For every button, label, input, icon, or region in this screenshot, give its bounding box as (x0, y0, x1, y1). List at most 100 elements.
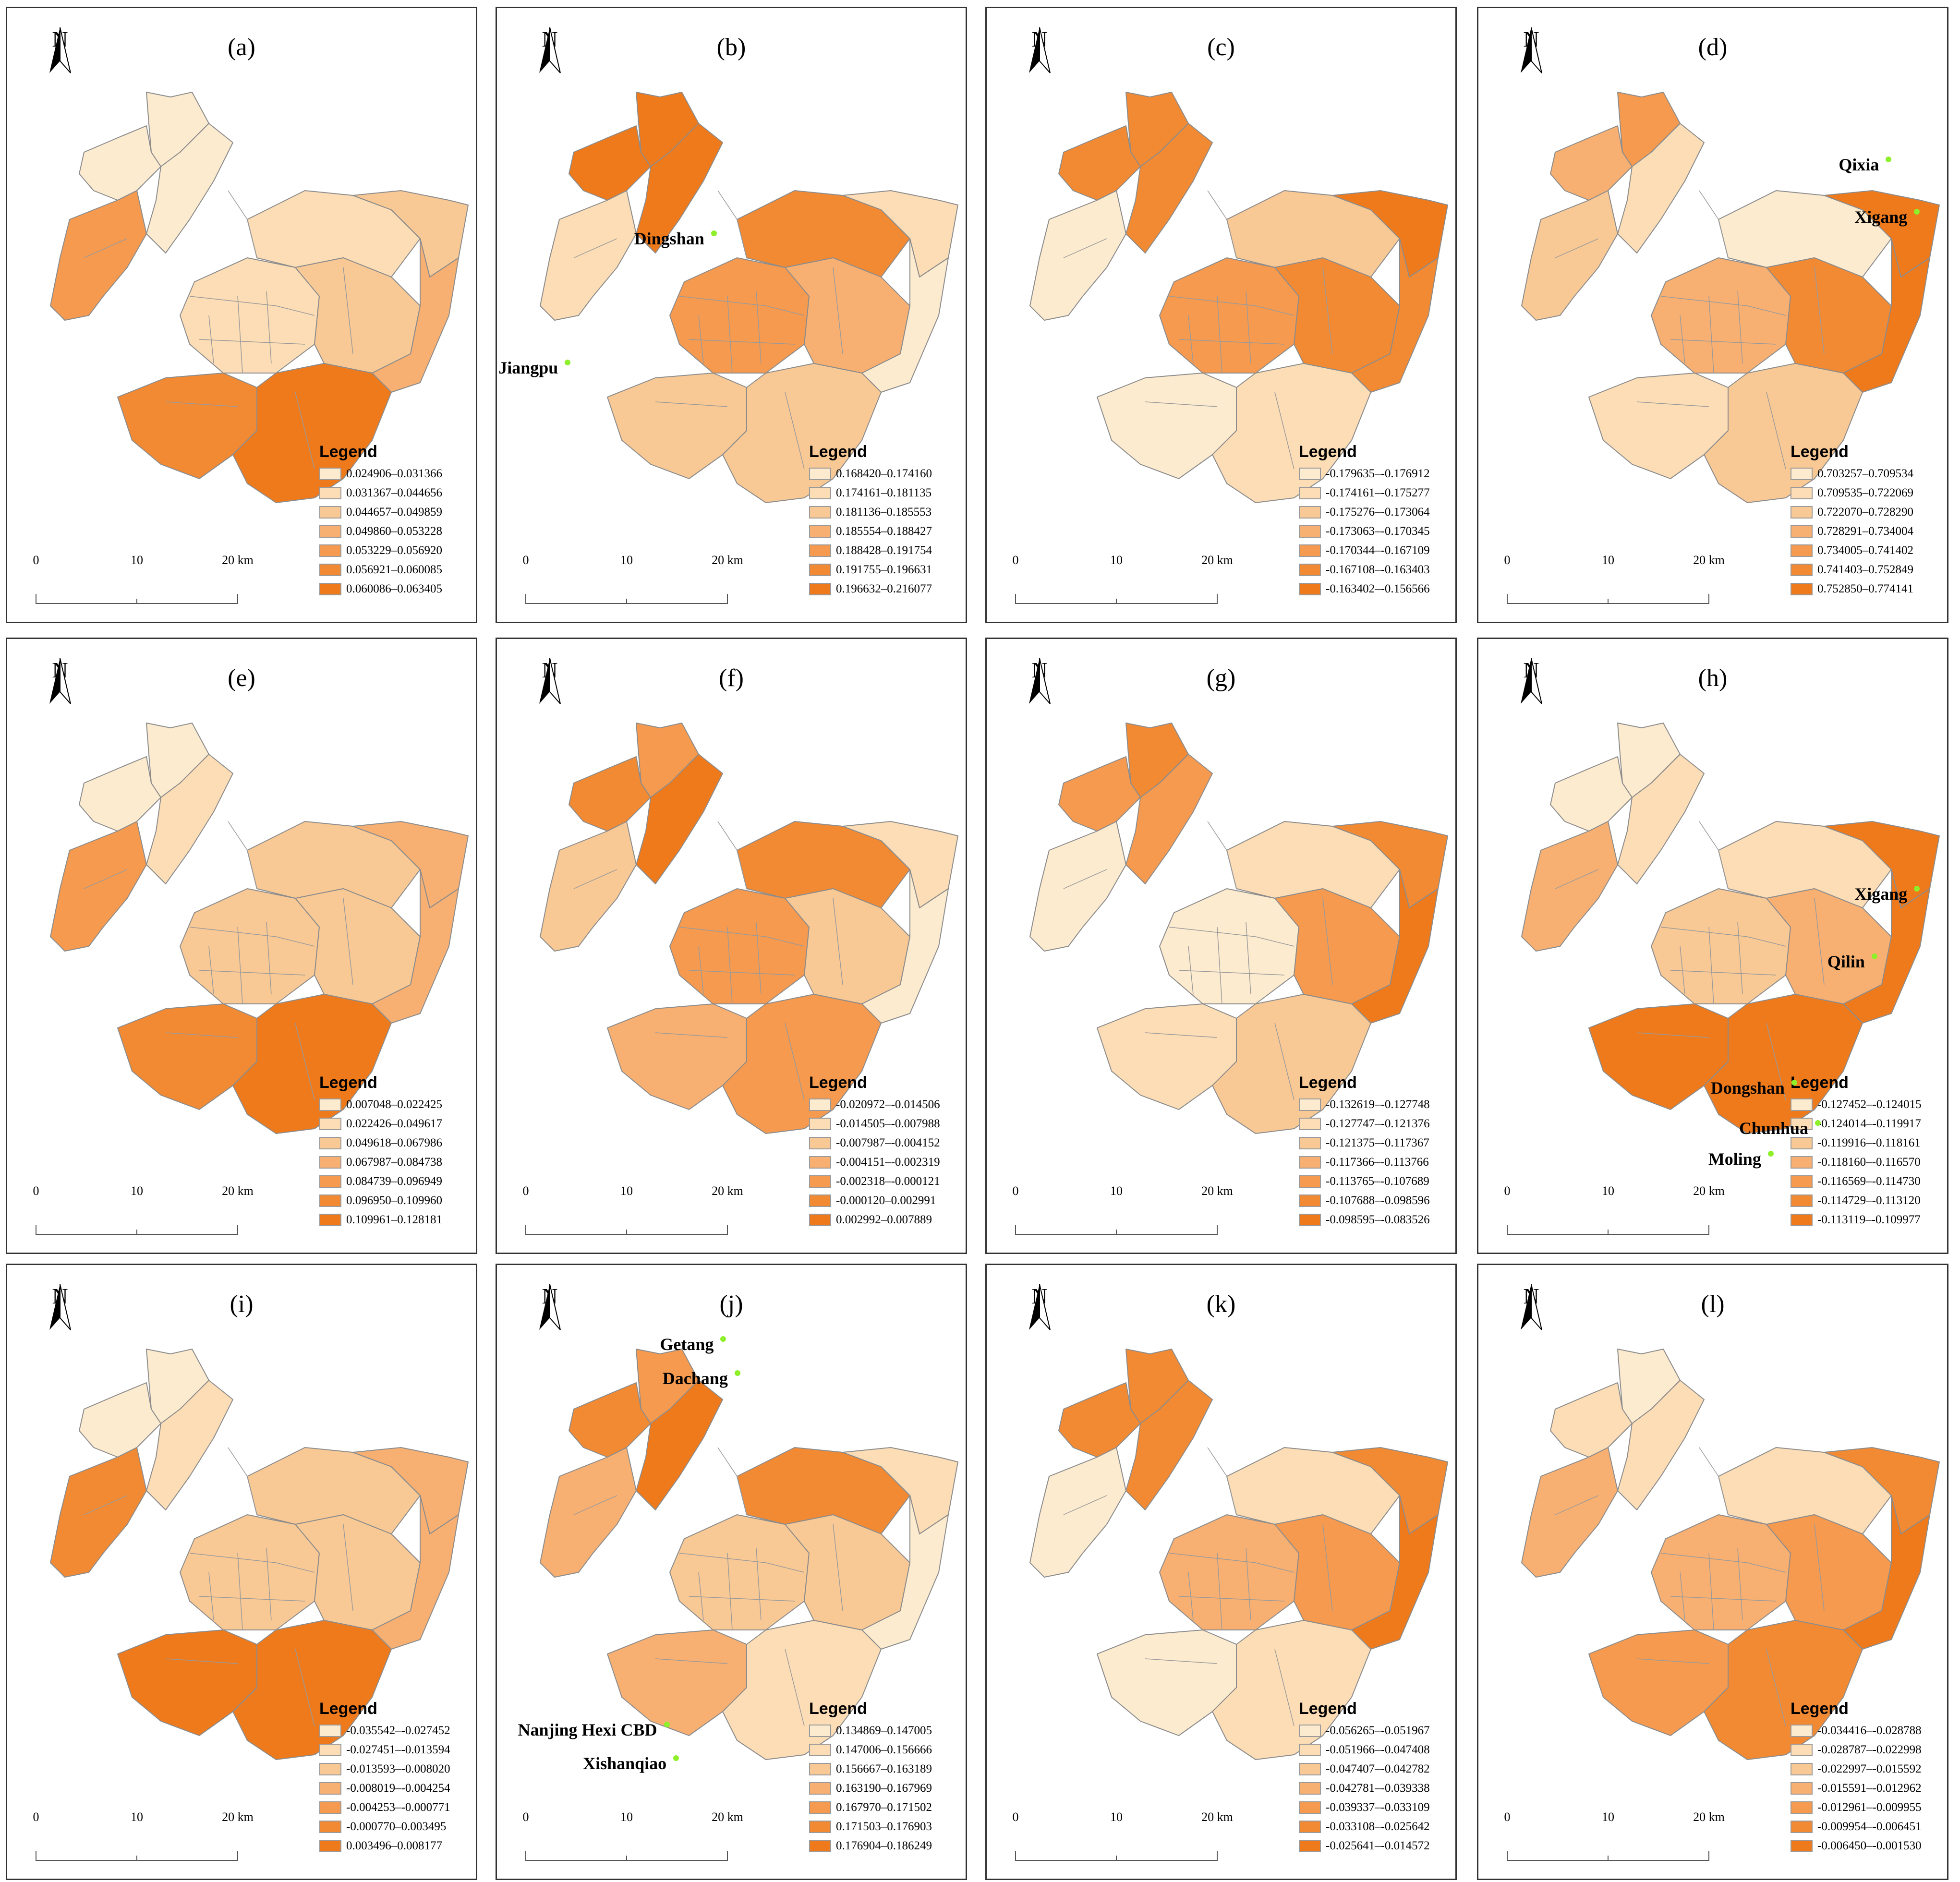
legend-label: -0.027451–-0.013594 (346, 1743, 450, 1756)
legend-row: -0.028787–-0.022998 (1791, 1740, 1944, 1760)
map-region (636, 754, 723, 884)
scale-tick-label: 20 km (1693, 1810, 1725, 1824)
legend-label: 0.002992–0.007889 (836, 1213, 932, 1226)
legend-row: 0.134869–0.147005 (809, 1721, 963, 1740)
north-arrow-icon: N (1025, 27, 1054, 99)
map-region (1159, 257, 1299, 374)
legend-row: -0.127452–-0.124015 (1791, 1095, 1944, 1114)
legend-row: -0.004151–-0.002319 (809, 1153, 963, 1172)
location-dot (1871, 953, 1877, 960)
legend-label: 0.156667–0.163189 (836, 1762, 932, 1775)
location-dot (1791, 1080, 1797, 1086)
district-boundary (1246, 922, 1251, 995)
legend-swatch (809, 1840, 831, 1852)
scale-bar (1015, 1851, 1218, 1861)
district-boundary (1737, 1548, 1743, 1621)
legend-label: -0.056265–-0.051967 (1326, 1724, 1430, 1737)
district-boundary (573, 869, 617, 889)
district-boundary (1680, 315, 1685, 364)
legend-label: 0.185554–0.188427 (836, 525, 932, 538)
place-label: Qixia (1839, 155, 1879, 174)
legend-swatch (1299, 1725, 1321, 1737)
legend-row: 0.163190–0.167969 (809, 1779, 963, 1798)
map-region (1159, 1514, 1299, 1630)
district-boundary (1766, 392, 1786, 470)
legend-title: Legend (319, 1700, 377, 1718)
legend-label: -0.127452–-0.124015 (1817, 1098, 1922, 1111)
legend-label: 0.171503–0.176903 (836, 1820, 932, 1833)
map-region (372, 1495, 459, 1650)
location-dot (565, 360, 571, 366)
scale-tick-label: 10 (1602, 553, 1614, 567)
map-region (1718, 190, 1892, 277)
district-boundary (1178, 970, 1285, 976)
north-arrow-icon: N (46, 1284, 74, 1356)
legend-swatch (319, 1801, 341, 1814)
legend-row: -0.127747–-0.121376 (1299, 1114, 1452, 1134)
district-boundary (1207, 821, 1237, 889)
legend-swatch (1299, 1118, 1321, 1130)
legend-row: 0.007048–0.022425 (319, 1095, 473, 1114)
legend-label: -0.028787–-0.022998 (1817, 1743, 1922, 1756)
map-region (861, 1495, 949, 1650)
district-boundary (1814, 898, 1825, 985)
legend-row: 0.056921–0.060085 (319, 560, 473, 579)
map-region (50, 821, 147, 952)
legend-swatch (1791, 1137, 1813, 1149)
legend-row: -0.008019–-0.004254 (319, 1779, 473, 1798)
legend-swatch (809, 525, 831, 538)
legend-label: 0.084739–0.096949 (346, 1175, 442, 1188)
legend-label: 0.703257–0.709534 (1817, 467, 1913, 480)
scale-tick-label: 20 km (222, 1810, 254, 1824)
scale-labels: 0 10 20 km (26, 1810, 254, 1868)
map-region (1226, 1447, 1400, 1534)
legend-swatch (809, 1763, 831, 1775)
legend-swatch (809, 564, 831, 576)
legend-row: 0.722070–0.728290 (1791, 503, 1944, 522)
legend-label: -0.004151–-0.002319 (836, 1156, 940, 1169)
legend-label: 0.049860–0.053228 (346, 525, 442, 538)
location-dot (664, 1721, 670, 1727)
map-region (232, 994, 392, 1134)
choropleth-map (525, 1349, 958, 1861)
map-region (247, 1447, 421, 1534)
legend-row: 0.053229–0.056920 (319, 541, 473, 560)
legend-row: 0.024906–0.031366 (319, 464, 473, 483)
scale-tick-label: 10 (1110, 1184, 1123, 1198)
scale-labels: 0 10 20 km (26, 1184, 254, 1242)
place-label: Nanjing Hexi CBD (518, 1720, 657, 1739)
scale-bar (1015, 594, 1218, 604)
district-boundary (1814, 267, 1825, 354)
scale-bar (1507, 1225, 1709, 1235)
scale-tick-label: 0 (522, 553, 529, 567)
district-boundary (1246, 291, 1251, 364)
legend-title: Legend (319, 443, 377, 461)
district-boundary (295, 1023, 315, 1100)
scale-tick-label: 20 km (1201, 1810, 1233, 1824)
map-region (1058, 1382, 1141, 1458)
legend-swatch (319, 1137, 341, 1149)
legend-swatch (1791, 1194, 1813, 1207)
legend-title: Legend (1791, 1700, 1849, 1718)
map-region (1521, 821, 1618, 952)
scale-tick-label: 0 (1504, 1184, 1511, 1198)
legend-swatch (1299, 525, 1321, 538)
legend-row: 0.741403–0.752849 (1791, 560, 1944, 579)
map-region (247, 821, 421, 908)
legend-label: 0.176904–0.186249 (836, 1839, 932, 1852)
legend-row: -0.000770–0.003495 (319, 1817, 473, 1836)
scale-tick-label: 20 km (1693, 1184, 1725, 1198)
legend-swatch (1299, 506, 1321, 519)
panel-label: (g) (1206, 664, 1236, 692)
legend-row: -0.020972–-0.014506 (809, 1095, 963, 1114)
legend-row: -0.175276–-0.173064 (1299, 503, 1452, 522)
district-boundary (189, 927, 315, 947)
map-region (1651, 888, 1791, 1004)
legend-swatch (319, 1118, 341, 1130)
legend-row: -0.047407–-0.042782 (1299, 1760, 1452, 1779)
legend-row: -0.170344–-0.167109 (1299, 541, 1452, 560)
location-dot (720, 1336, 726, 1342)
legend-label: 0.067987–0.084738 (346, 1156, 442, 1169)
scale-bar (1015, 1225, 1218, 1235)
legend-label: -0.004253–-0.000771 (346, 1801, 450, 1814)
